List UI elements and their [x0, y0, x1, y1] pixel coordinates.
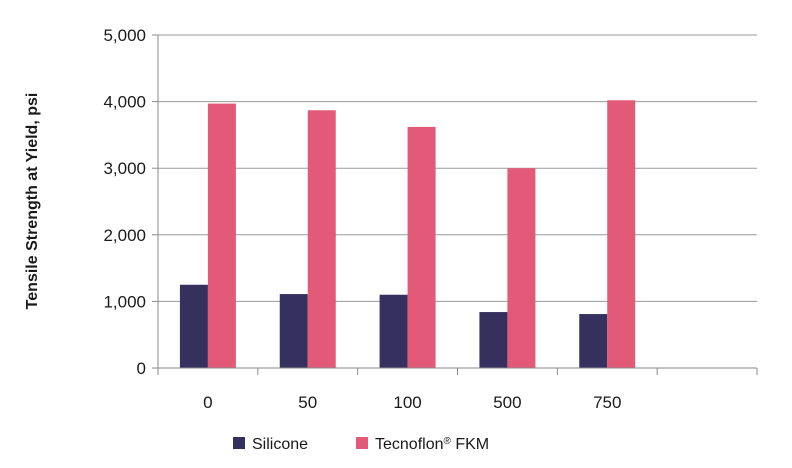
legend-label-fkm-sup: ®	[444, 436, 452, 447]
y-tick-label: 4,000	[103, 93, 146, 112]
bar-fkm-50	[307, 110, 336, 369]
axes	[152, 34, 758, 375]
x-tick-label: 750	[593, 393, 621, 412]
bar-silicone-500	[479, 312, 508, 368]
y-axis-label: Tensile Strength at Yield, psi	[24, 93, 41, 310]
bar-fkm-750	[607, 100, 636, 368]
y-tick-labels: 0 1,000 2,000 3,000 4,000 5,000	[103, 26, 146, 378]
legend-swatch-fkm	[356, 437, 368, 449]
y-tick-label: 3,000	[103, 159, 146, 178]
x-tick-label: 0	[203, 393, 212, 412]
bar-fkm-0	[207, 103, 236, 369]
bar-silicone-0	[179, 284, 208, 368]
legend-label-fkm-main: Tecnoflon	[375, 436, 444, 453]
x-tick-label: 50	[298, 393, 317, 412]
legend: Silicone Tecnoflon® FKM	[233, 436, 489, 453]
bar-fkm-100	[407, 126, 436, 369]
x-tick-label: 500	[493, 393, 521, 412]
legend-swatch-silicone	[233, 437, 245, 449]
gridlines	[158, 34, 757, 302]
y-tick-label: 5,000	[103, 26, 146, 45]
bar-silicone-50	[279, 294, 308, 368]
x-tick-labels: 0 50 100 500 750	[203, 393, 621, 412]
y-tick-label: 0	[137, 359, 146, 378]
y-tick-label: 1,000	[103, 292, 146, 311]
legend-label-fkm-tail: FKM	[451, 436, 489, 453]
y-tick-label: 2,000	[103, 226, 146, 245]
bar-silicone-750	[579, 314, 608, 368]
bar-silicone-100	[379, 294, 408, 368]
legend-label-fkm: Tecnoflon® FKM	[375, 436, 489, 453]
x-tick-label: 100	[393, 393, 421, 412]
legend-label-silicone: Silicone	[252, 436, 308, 453]
bar-fkm-500	[507, 168, 536, 368]
bars	[179, 100, 636, 369]
